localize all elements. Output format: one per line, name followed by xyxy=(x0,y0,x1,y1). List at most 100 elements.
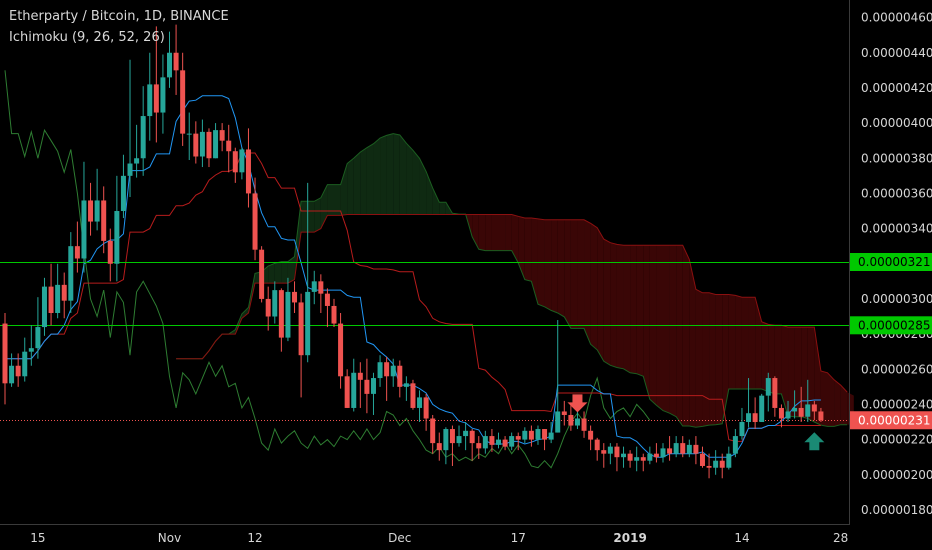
candle[interactable] xyxy=(588,425,594,451)
candle[interactable] xyxy=(160,54,166,134)
candle[interactable] xyxy=(28,325,34,366)
candle[interactable] xyxy=(778,404,784,428)
candle[interactable] xyxy=(528,425,534,447)
candle[interactable] xyxy=(219,123,225,152)
candle[interactable] xyxy=(15,353,21,387)
candle[interactable] xyxy=(252,177,258,261)
candle[interactable] xyxy=(22,337,28,382)
candle[interactable] xyxy=(693,436,699,465)
indicator-label[interactable]: Ichimoku (9, 26, 52, 26) xyxy=(9,30,165,45)
candle[interactable] xyxy=(193,121,199,164)
candle[interactable] xyxy=(324,288,330,328)
candle[interactable] xyxy=(305,182,311,363)
candle[interactable] xyxy=(548,422,554,444)
candle[interactable] xyxy=(463,422,469,451)
candle[interactable] xyxy=(515,432,521,451)
candle[interactable] xyxy=(2,312,8,405)
candle[interactable] xyxy=(397,360,403,398)
candle[interactable] xyxy=(403,376,409,401)
candle[interactable] xyxy=(732,429,738,458)
candle[interactable] xyxy=(456,425,462,447)
candle[interactable] xyxy=(798,386,804,423)
candle[interactable] xyxy=(660,443,666,463)
candle[interactable] xyxy=(120,154,126,219)
candle[interactable] xyxy=(114,175,120,282)
candle[interactable] xyxy=(140,86,146,176)
candle[interactable] xyxy=(653,443,659,463)
candle[interactable] xyxy=(147,52,153,141)
candle[interactable] xyxy=(713,450,719,475)
candle[interactable] xyxy=(686,439,692,458)
candle[interactable] xyxy=(74,221,80,273)
candle[interactable] xyxy=(621,446,627,468)
candle[interactable] xyxy=(55,263,61,319)
candle[interactable] xyxy=(489,429,495,452)
candle[interactable] xyxy=(259,246,265,303)
candle[interactable] xyxy=(568,404,574,431)
candle[interactable] xyxy=(232,147,238,183)
candle[interactable] xyxy=(239,147,245,180)
candle[interactable] xyxy=(482,430,488,454)
candle[interactable] xyxy=(226,124,232,173)
candle[interactable] xyxy=(410,379,416,410)
candle[interactable] xyxy=(206,128,212,168)
candle[interactable] xyxy=(759,393,765,423)
candle[interactable] xyxy=(449,425,455,466)
candle[interactable] xyxy=(726,446,732,470)
candle[interactable] xyxy=(746,378,752,428)
candle[interactable] xyxy=(594,437,600,461)
candle[interactable] xyxy=(509,432,515,451)
candle[interactable] xyxy=(443,427,449,465)
candle[interactable] xyxy=(68,232,74,313)
candle[interactable] xyxy=(199,119,205,168)
candle[interactable] xyxy=(101,186,107,254)
candle[interactable] xyxy=(213,123,219,159)
candle[interactable] xyxy=(272,281,278,324)
candles[interactable] xyxy=(2,24,824,479)
horizontal-lines[interactable] xyxy=(0,262,849,421)
candle[interactable] xyxy=(607,443,613,465)
candle[interactable] xyxy=(811,400,817,421)
candle[interactable] xyxy=(581,411,587,438)
candle[interactable] xyxy=(94,168,100,231)
candle[interactable] xyxy=(469,429,475,461)
candle[interactable] xyxy=(785,400,791,423)
candle[interactable] xyxy=(390,358,396,387)
candle[interactable] xyxy=(292,281,298,313)
candle[interactable] xyxy=(311,270,317,305)
candle[interactable] xyxy=(167,31,172,88)
candle[interactable] xyxy=(338,312,344,389)
candle[interactable] xyxy=(153,26,159,143)
candle[interactable] xyxy=(673,436,679,458)
candle[interactable] xyxy=(180,52,186,146)
candle[interactable] xyxy=(706,453,712,479)
candle[interactable] xyxy=(173,24,179,95)
candle[interactable] xyxy=(35,297,41,359)
candle[interactable] xyxy=(634,446,640,472)
candle[interactable] xyxy=(614,443,620,472)
candle[interactable] xyxy=(245,128,251,208)
candle[interactable] xyxy=(344,369,350,408)
candle[interactable] xyxy=(364,358,370,414)
time-axis[interactable]: 15 Nov 12 Dec 17 2019 14 28 xyxy=(30,531,848,545)
candle[interactable] xyxy=(818,407,824,423)
candle[interactable] xyxy=(423,393,429,431)
candle[interactable] xyxy=(88,182,94,236)
candle[interactable] xyxy=(647,446,653,465)
candle[interactable] xyxy=(331,298,337,328)
candle[interactable] xyxy=(107,228,113,282)
candle[interactable] xyxy=(667,436,673,461)
candle[interactable] xyxy=(357,362,363,408)
candle[interactable] xyxy=(680,436,686,458)
candle[interactable] xyxy=(640,453,646,472)
candle[interactable] xyxy=(81,161,87,273)
candle[interactable] xyxy=(805,379,811,423)
candle[interactable] xyxy=(48,263,54,326)
candle[interactable] xyxy=(298,293,304,398)
candle[interactable] xyxy=(370,372,376,415)
candle[interactable] xyxy=(436,432,442,461)
candle[interactable] xyxy=(719,453,725,479)
candle[interactable] xyxy=(627,450,633,468)
candle[interactable] xyxy=(127,59,133,197)
